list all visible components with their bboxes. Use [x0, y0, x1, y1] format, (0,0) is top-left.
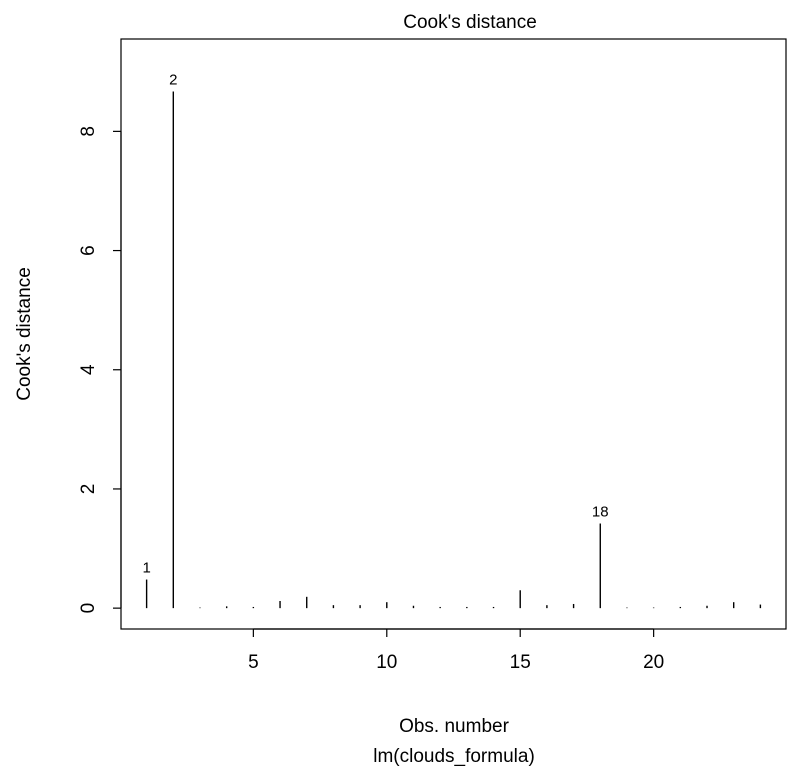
y-tick-label: 6	[78, 245, 99, 256]
x-tick-label: 15	[510, 652, 531, 673]
y-tick-label: 2	[78, 484, 99, 495]
observation-label: 18	[592, 504, 609, 521]
y-tick-label: 4	[78, 364, 99, 375]
x-tick-label: 20	[643, 652, 664, 673]
y-axis-label: Cook's distance	[14, 267, 35, 401]
x-axis-subtitle: lm(clouds_formula)	[373, 746, 535, 767]
y-tick-label: 0	[78, 603, 99, 614]
chart-title: Cook's distance	[403, 12, 537, 33]
observation-label: 1	[142, 560, 150, 577]
y-axis: 0 2 4 6 8	[78, 126, 122, 614]
plot-frame	[120, 38, 787, 630]
x-tick-label: 10	[376, 652, 397, 673]
y-tick-label: 8	[78, 126, 99, 137]
x-axis: 5 10 15 20	[248, 628, 664, 673]
x-axis-label: Obs. number	[399, 716, 509, 737]
point-labels: 1 2 18	[142, 71, 608, 576]
observation-label: 2	[169, 71, 177, 88]
x-tick-label: 5	[248, 652, 259, 673]
data-series	[145, 91, 762, 609]
